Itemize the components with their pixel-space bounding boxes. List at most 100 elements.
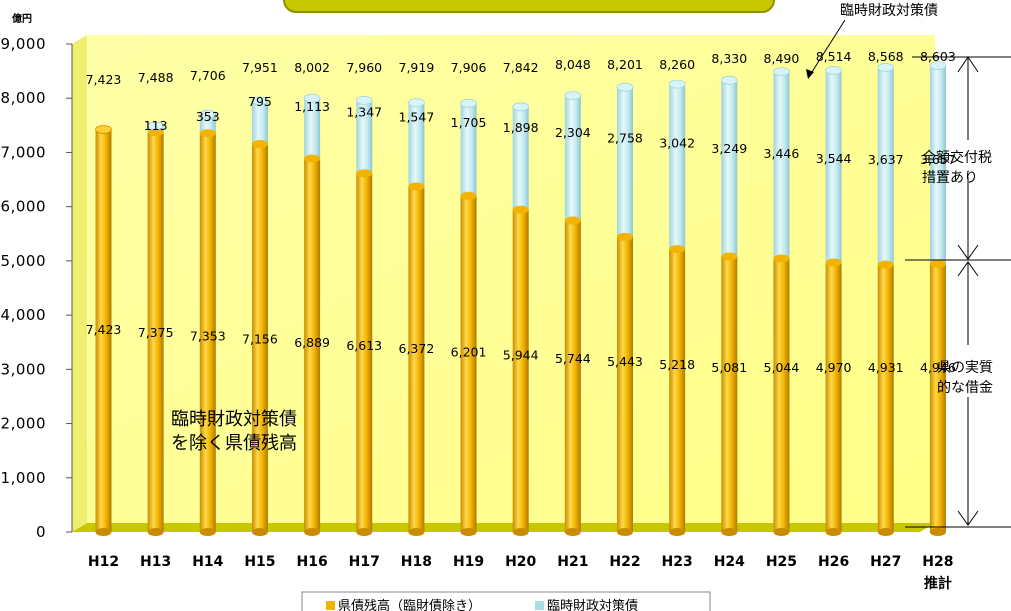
bar-top-cap [564,91,582,101]
right-lower-label-line2: 的な借金 [937,380,993,396]
bar-series-2 [356,100,373,174]
bar-series-1 [147,132,164,532]
data-label-total: 8,048 [555,57,591,72]
bar-base-cap [199,528,216,536]
bar-seam-cap [251,139,268,148]
x-tick-label: H25 [766,554,797,570]
data-label-series-1: 4,970 [816,360,852,375]
legend-swatch-series-2 [535,601,544,610]
data-label-series-2: 3,042 [659,136,695,151]
data-label-series-1: 5,744 [555,351,591,366]
bar-base-cap [251,528,268,536]
data-label-series-1: 6,613 [346,338,382,353]
data-label-series-2: 3,249 [711,141,747,156]
data-label-series-2: 1,547 [399,110,435,125]
x-tick-label: H15 [244,554,275,570]
bar-top-cap [199,109,217,119]
data-label-series-2: 795 [248,94,272,109]
bar-series-2 [617,87,633,237]
bar-base-cap [564,528,581,536]
y-tick-label: 7,000 [1,143,46,161]
x-tick-label: H13 [140,554,171,570]
bar-seam-cap [356,169,373,178]
bar-base-cap [773,528,790,536]
bar-seam-cap [929,259,946,268]
legend-label-series-1: 県債残高（臨財債除き） [338,598,481,611]
title-banner [283,0,775,13]
callout-arrow-head [806,69,814,79]
data-label-series-2: 1,705 [451,115,487,130]
data-label-series-1: 7,353 [190,328,226,343]
data-label-series-1: 4,931 [868,360,904,375]
x-tick-label: H24 [714,554,745,570]
bar-series-2 [199,114,216,134]
data-label-total: 7,919 [399,60,435,75]
bar-top-cap [616,82,634,92]
data-label-series-2: 353 [196,109,220,124]
data-label-total: 7,960 [346,60,382,75]
bar-base-cap [669,528,686,536]
x-tick-label: H18 [401,554,432,570]
bar-series-1 [199,133,216,532]
y-tick-label: 3,000 [1,360,46,378]
bar-series-1 [617,236,633,532]
x-tick-label: H12 [88,554,119,570]
bar-base-cap [877,528,894,536]
bar-series-2 [304,98,321,159]
bar-seam-cap [825,258,842,267]
bar-series-1 [251,143,268,532]
data-label-series-1: 6,372 [399,341,435,356]
bar-series-1 [304,158,321,532]
bar-top-cap [355,95,373,105]
bar-base-cap [721,528,738,536]
data-label-series-1: 7,375 [138,325,174,340]
data-label-total: 8,490 [764,51,800,66]
data-label-series-2: 1,898 [503,120,539,135]
data-label-total: 7,842 [503,60,539,75]
data-label-series-1: 5,044 [764,360,800,375]
bar-seam-cap [721,252,738,261]
legend-label-series-2: 臨時財政対策債 [547,598,638,611]
x-tick-label: H14 [192,554,223,570]
bar-series-2 [877,67,894,265]
data-label-series-1: 5,081 [711,360,747,375]
bar-top-cap [720,75,738,85]
bar-series-1 [877,264,894,532]
data-label-series-1: 5,944 [503,348,539,363]
data-label-total: 7,706 [190,68,226,83]
plot-floor [72,523,935,532]
data-label-total: 7,488 [138,70,174,85]
data-label-series-2: 2,758 [607,130,643,145]
x-tick-label: H28 [922,554,953,570]
callout-arrow [809,19,846,76]
bar-base-cap [408,528,425,536]
bar-series-1 [721,256,738,532]
bar-seam-cap [669,245,686,254]
bar-seam-cap [199,129,216,138]
bar-series-1 [512,209,529,532]
right-dimension-lines [905,56,1011,528]
bar-series-1 [669,249,686,532]
right-upper-label-line2: 措置あり [922,170,978,186]
x-tick-label: H21 [557,554,588,570]
x-tick-sublabel: 推計 [924,575,952,592]
y-tick-label: 0 [36,523,46,541]
bar-series-2 [251,100,268,144]
data-label-series-1: 4,946 [920,360,956,375]
right-upper-label-line1: 全額交付税 [922,149,992,166]
right-lower-label-line1: 県の実質 [937,360,993,376]
bar-top-cap [147,121,165,131]
bar-top-cap [825,65,842,75]
data-label-series-2: 3,544 [816,151,852,166]
x-tick-label: H26 [818,554,849,570]
data-label-series-2: 113 [144,118,168,133]
bar-series-2 [564,95,581,221]
bar-series-1 [825,262,842,532]
bar-top-cap [773,67,790,77]
x-tick-label: H20 [505,554,536,570]
bar-series-1 [356,173,373,532]
bar-base-cap [460,528,477,536]
callout-label: 臨時財政対策債 [840,2,938,19]
data-label-series-1: 5,218 [659,357,695,372]
data-label-series-1: 7,156 [242,332,278,347]
